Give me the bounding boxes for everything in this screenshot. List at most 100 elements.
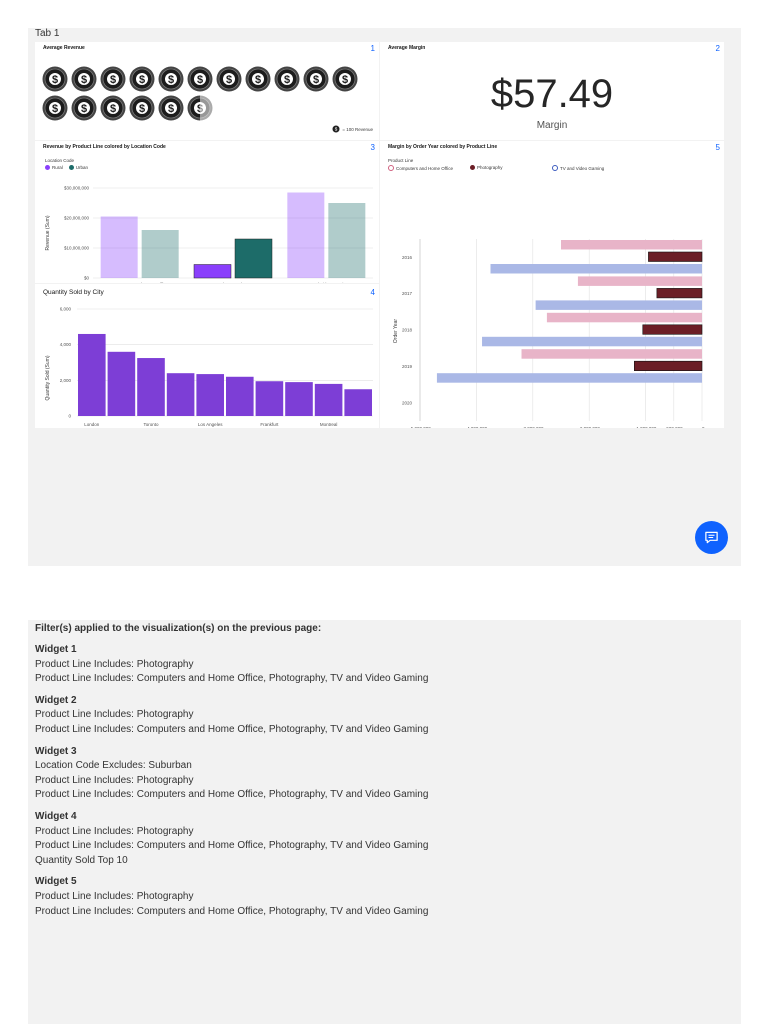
coin-symbol: $ [197,74,203,86]
bar-urban[interactable] [141,230,179,278]
bar[interactable] [107,351,136,416]
dollar-coin-icon: $ [100,95,126,121]
coin-symbol: $ [226,74,232,86]
coin-symbol: $ [139,74,145,86]
legend-label: Computers and Home Office [396,165,453,171]
bar-rural[interactable] [193,264,232,279]
filter-line: Product Line Includes: Photography [35,709,194,721]
widget-revenue-by-product-line[interactable]: Revenue by Product Line colored by Locat… [35,141,379,283]
coin-symbol: $ [284,74,290,86]
coin-center [165,73,177,85]
legend-item-photography[interactable]: Photography [470,165,503,170]
coin-symbol: $ [255,74,261,86]
dollar-coin-icon: $ [42,95,68,121]
widget-number: 5 [715,143,720,152]
coin-center [78,73,90,85]
bar[interactable] [314,383,343,416]
bar-photography[interactable] [656,288,703,299]
dollar-coin-icon: $ [71,66,97,92]
x-tick-label: -500,000 [665,426,683,428]
coin-center [136,73,148,85]
widget-quantity-sold-by-city[interactable]: Quantity Sold by City 4 0 2,000 4,000 6,000… [35,284,379,428]
legend-item-urban[interactable]: Urban [68,165,89,170]
partial-coin-mask [200,95,213,121]
filter-group-title: Widget 3 [35,745,77,757]
dollar-coin-icon: $ [187,95,213,121]
bar[interactable] [137,358,165,416]
coin-symbol: $ [168,103,174,115]
legend-swatch-tv [552,165,558,171]
tab-title[interactable]: Tab 1 [35,28,60,39]
bar[interactable] [196,374,224,416]
y-tick-label: 2018 [402,328,413,333]
dollar-coin-icon: $ [158,66,184,92]
bar[interactable] [285,382,313,416]
coin-center [281,73,293,85]
legend-item-tv[interactable]: TV and Video Gaming [552,165,604,171]
filter-line: Product Line Includes: Computers and Hom… [35,723,429,735]
chat-button[interactable] [695,521,728,554]
bar-computers-and-home-office[interactable] [521,349,702,359]
dollar-coin-icon: $ [332,66,358,92]
bar-rural[interactable] [287,192,325,279]
bar-tv-and-video-gaming[interactable] [535,300,702,310]
dollar-coin-icon: $ [158,95,184,121]
bar-urban[interactable] [234,238,273,279]
y-tick-label: $20,000,000 [64,216,90,221]
bar-tv-and-video-gaming[interactable] [436,373,702,383]
y-tick-label: 2016 [402,255,413,260]
widget-average-revenue[interactable]: Average Revenue 1 $ $ $ $ $ $ $ $ $ $ $ $ $ $ $ $ $ $ = … [35,42,379,140]
coin-symbol: $ [110,103,116,115]
bar[interactable] [344,389,372,416]
pictogram-legend: $ = 100 Revenue [332,125,373,133]
bar-tv-and-video-gaming[interactable] [482,336,702,347]
legend-item-computers[interactable]: Computers and Home Office [388,165,453,171]
bar-computers-and-home-office[interactable] [577,276,702,286]
filter-line: Product Line Includes: Photography [35,658,194,670]
pictogram: $ $ $ $ $ $ $ $ $ $ $ $ $ $ $ $ $ [42,66,358,121]
coin-symbol: $ [110,74,116,86]
bar-computers-and-home-office[interactable] [546,312,702,323]
bar-photography[interactable] [648,251,703,262]
revenue-chart: $0 $10,000,000 $20,000,000 $30,000,000 Reven… [45,186,373,283]
svg-text:$: $ [335,127,338,132]
bar[interactable] [166,373,195,416]
legend-label: Urban [75,165,89,170]
y-tick-label: $10,000,000 [64,246,90,251]
bar-photography[interactable] [642,324,703,335]
dollar-coin-icon: $ [100,66,126,92]
coin-center [107,102,119,114]
filter-line: Product Line Includes: Computers and Hom… [35,789,429,801]
bar-rural[interactable] [100,216,138,279]
bar-tv-and-video-gaming[interactable] [490,264,703,274]
bar[interactable] [78,333,106,416]
x-tick-label: London [84,422,100,427]
filter-line: Product Line Includes: Photography [35,890,194,902]
legend-item-rural[interactable]: Rural [45,165,63,170]
dollar-coin-icon: $ [332,125,340,133]
widget-title: Average Revenue [43,45,85,51]
y-tick-label: 2,000 [60,378,72,383]
bar[interactable] [255,381,284,416]
filter-list: Widget 1 Product Line Includes: Photograp… [35,636,735,919]
widget-margin-by-order-year[interactable]: Margin by Order Year colored by Product … [380,141,724,428]
widget-number: 4 [370,288,375,297]
bar-photography[interactable] [634,360,703,371]
x-tick-label: -3,000,000 [522,426,544,428]
bar-urban[interactable] [328,203,366,278]
bar-computers-and-home-office[interactable] [561,240,702,250]
pictogram-legend-label: = 100 Revenue [342,126,373,132]
y-tick-label: 2019 [402,364,413,369]
coin-symbol: $ [168,74,174,86]
coin-center [339,73,351,85]
filter-line: Product Line Includes: Computers and Hom… [35,673,429,685]
widget-number: 2 [715,44,720,53]
widget-average-margin[interactable]: Average Margin 2 $57.49 Margin [380,42,724,140]
widget-title: Quantity Sold by City [43,289,104,296]
legend-label: TV and Video Gaming [560,165,605,171]
kpi-label: Margin [536,120,568,131]
coin-center [78,102,90,114]
bar[interactable] [226,376,254,416]
x-tick-label: -4,000,000 [466,426,488,428]
y-tick-label: 2017 [402,291,413,296]
